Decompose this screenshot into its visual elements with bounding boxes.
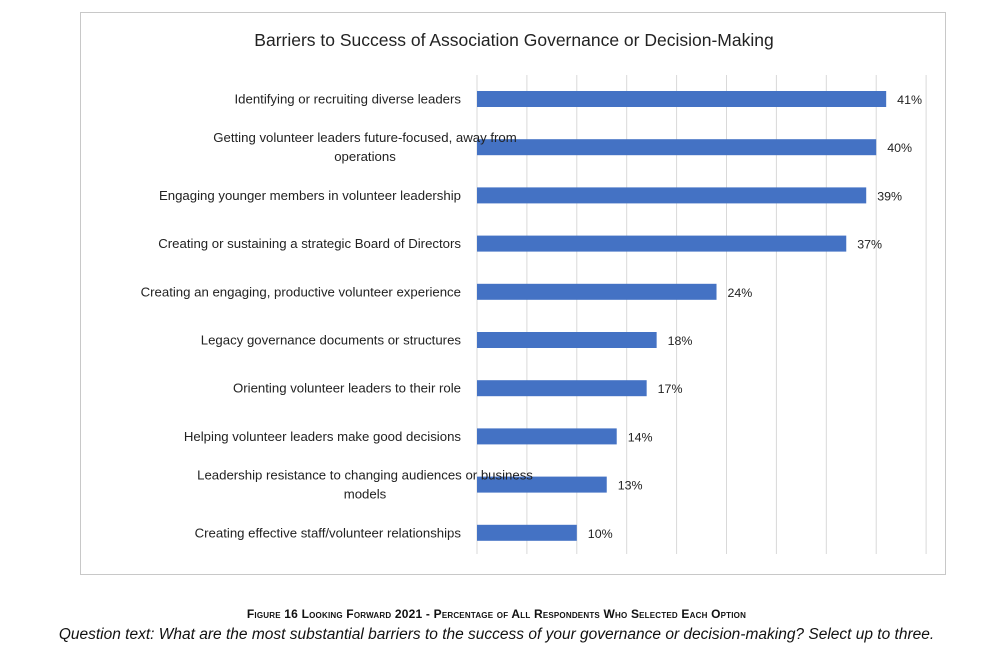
category-label: Creating effective staff/volunteer relat…	[195, 525, 462, 540]
value-label: 10%	[588, 527, 613, 541]
value-label: 24%	[728, 286, 753, 300]
category-label: Identifying or recruiting diverse leader…	[235, 92, 462, 107]
bars	[477, 91, 887, 541]
category-label: Engaging younger members in volunteer le…	[159, 188, 461, 203]
value-label: 14%	[628, 430, 653, 444]
category-labels: Identifying or recruiting diverse leader…	[141, 92, 534, 541]
bar	[477, 524, 577, 541]
bar	[477, 428, 617, 445]
chart-title: Barriers to Success of Association Gover…	[254, 30, 773, 50]
bar	[477, 476, 607, 493]
category-label: Creating an engaging, productive volunte…	[141, 284, 461, 299]
bar	[477, 235, 847, 252]
value-label: 41%	[897, 93, 922, 107]
bar	[477, 187, 867, 204]
value-label: 40%	[887, 141, 912, 155]
category-label: Leadership resistance to changing audien…	[197, 468, 533, 502]
category-label: Orienting volunteer leaders to their rol…	[233, 381, 461, 396]
bar	[477, 283, 717, 300]
value-label: 13%	[618, 479, 643, 493]
figure-caption-title: Figure 16 Looking Forward 2021 - Percent…	[246, 607, 747, 621]
value-labels: 41% 40% 39% 37% 24% 18% 17% 14% 13% 10%	[588, 93, 922, 541]
figure-question-text: Question text: What are the most substan…	[58, 626, 935, 643]
bar	[477, 139, 877, 156]
category-label: Creating or sustaining a strategic Board…	[158, 236, 461, 251]
bar	[477, 332, 657, 348]
chart-frame: Identifying or recruiting diverse leader…	[80, 12, 946, 575]
value-label: 18%	[668, 334, 693, 348]
value-label: 39%	[877, 189, 902, 203]
bar	[477, 380, 647, 397]
bar	[477, 91, 887, 107]
category-label: Legacy governance documents or structure…	[201, 333, 462, 348]
value-label: 17%	[658, 382, 683, 396]
category-label: Getting volunteer leaders future-focused…	[213, 130, 516, 164]
value-label: 37%	[857, 238, 882, 252]
category-label: Helping volunteer leaders make good deci…	[184, 429, 462, 444]
bar-chart: Identifying or recruiting diverse leader…	[141, 30, 927, 554]
